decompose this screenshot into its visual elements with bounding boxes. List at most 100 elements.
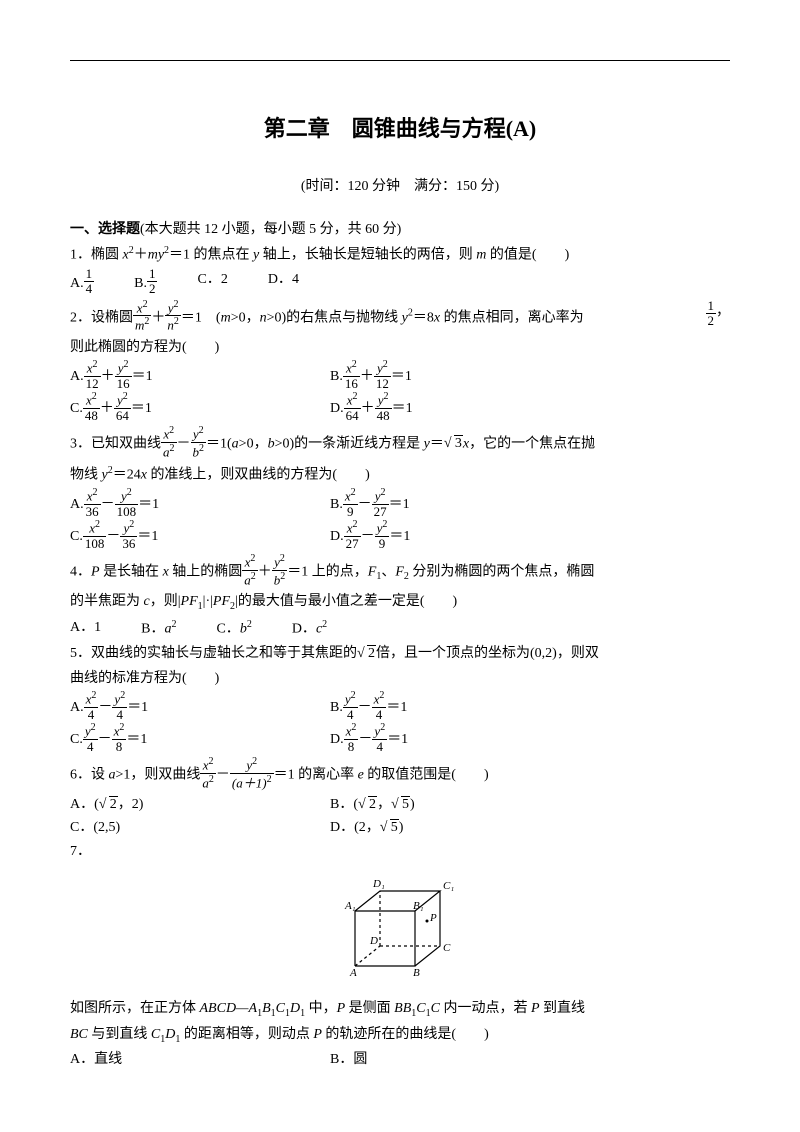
q5b-m: － [358, 700, 372, 715]
q1-t4: 的值是( [486, 248, 536, 263]
q6-d2s: 2 [267, 774, 272, 785]
q3d-m: － [361, 530, 375, 545]
q6d-l: D． [330, 820, 354, 835]
q6-f1n: x2 [200, 756, 216, 774]
q4-pf2: PF [213, 594, 230, 609]
q4-f2d: b2 [272, 571, 288, 588]
q4-stem-row1: 4．P 是长轴在 x 轴上的椭圆x2a2＋y2b2＝1 上的点，F1、F2 分别… [70, 555, 730, 589]
q7-1d: 内一动点，若 [440, 1001, 531, 1016]
q3-opt-b: B.x29－y227＝1 [330, 489, 590, 521]
q4-ys: 2 [280, 553, 285, 564]
q3d-f1: x227 [344, 519, 361, 551]
q5b-l: B. [330, 700, 343, 715]
q3-stem-row2: 物线 y2＝24x 的准线上，则双曲线的方程为( ) [70, 463, 730, 487]
q7a-v: 直线 [94, 1052, 122, 1067]
q3-num: 3． [70, 436, 91, 451]
q2-b-f1: x216 [343, 359, 360, 391]
q4-das: 2 [251, 571, 256, 582]
q3b-l: B. [330, 498, 343, 513]
q5b-f2: x24 [372, 690, 387, 722]
q5a-d1: 4 [84, 708, 99, 722]
q1-plus: ＋ [134, 248, 148, 263]
q2-b-f1n: x2 [343, 359, 360, 377]
cube-icon: A B C D A₁ B₁ C₁ D₁ P [325, 871, 475, 981]
q5c-n2: x2 [112, 722, 127, 740]
q6-b: >1，则双曲线 [116, 767, 201, 782]
lbl-D1: D₁ [372, 878, 385, 890]
q4d-l: D． [292, 622, 316, 637]
q6a-s: 2 [99, 794, 118, 816]
q2-d-t: ＝1 [392, 401, 413, 416]
q7-2c: 的距离相等，则动点 [180, 1027, 313, 1042]
q6-f2: y2(a＋1)2 [230, 756, 274, 790]
q4c-s: 2 [247, 619, 252, 630]
q2-a-d2: 16 [115, 377, 132, 391]
q3c-d1: 108 [83, 537, 107, 551]
q5a-l: A. [70, 700, 84, 715]
q3a-xs: 2 [93, 487, 98, 498]
q2-hd: 2 [706, 314, 717, 328]
q2-f2d: n2 [165, 316, 181, 333]
q6-stem: 6．设 a>1，则双曲线x2a2－y2(a＋1)2＝1 的离心率 e 的取值范围… [70, 758, 730, 792]
q2-a-f1: x212 [84, 359, 101, 391]
q2-half: 12 [706, 299, 717, 329]
q3-a: 已知双曲线 [91, 436, 161, 451]
q6c-v: (2,5) [93, 820, 120, 835]
q1-b-den: 2 [147, 282, 158, 296]
q2-d-l: D. [330, 401, 344, 416]
q1-c-label: C． [197, 272, 220, 287]
q6a-p2: ，2) [118, 797, 144, 812]
q5c-f2: x28 [112, 722, 127, 754]
q7-c1d1d: D [165, 1027, 175, 1042]
q4-c: ＝1 上的点， [287, 565, 368, 580]
q3-g2: >0)的一条渐近线方程是 [275, 436, 424, 451]
q1-opt-b: B.12 [134, 269, 157, 299]
q2-f2n: y2 [165, 299, 181, 317]
section-1-heading: 一、选择题(本大题共 12 小题，每小题 5 分，共 60 分) [70, 219, 730, 241]
q5c-d2: 8 [112, 740, 127, 754]
lbl-B1: B₁ [413, 900, 424, 912]
q3c-m: － [106, 530, 120, 545]
q4-p: P [91, 565, 100, 580]
q1-t5: ) [565, 248, 570, 263]
q5d-t: ＝1 [387, 732, 408, 747]
q5a-m: － [98, 700, 112, 715]
q2-f1: x2m2 [133, 299, 151, 333]
sec1-note: (本大题共 12 小题，每小题 5 分，共 60 分) [140, 222, 401, 237]
q3a-t: ＝1 [138, 498, 159, 513]
q2-c-f2n: y2 [114, 391, 131, 409]
q2-opt-c: C.x248＋y264＝1 [70, 393, 330, 425]
q6-a: 设 [91, 767, 109, 782]
q2-f1d: m2 [133, 316, 151, 333]
q2-a-f1n: x2 [84, 359, 101, 377]
q1-num: 1． [70, 248, 91, 263]
q5d-d2: 4 [372, 740, 387, 754]
q7-2b: 与到直线 [91, 1027, 151, 1042]
q1-a-label: A. [70, 276, 84, 291]
q4-f2n: y2 [272, 553, 288, 571]
q5c-d1: 4 [83, 740, 98, 754]
q4-dbs: 2 [280, 571, 285, 582]
q2-comma: ， [716, 301, 730, 323]
q3-24: ＝24 [113, 468, 141, 483]
q2-c-ys: 2 [123, 391, 128, 402]
q4-l2a: 的半焦距为 [70, 594, 144, 609]
q5-opt-b: B.y24－x24＝1 [330, 692, 590, 724]
q6a-r: 2 [109, 796, 118, 812]
q5-opt-d: D.x28－y24＝1 [330, 724, 590, 756]
q3a-d1: 36 [84, 505, 101, 519]
q3-eq: ＝ [430, 436, 444, 451]
q3d-l: D. [330, 530, 344, 545]
q4-sep: 、 [381, 565, 395, 580]
q5d-xs: 2 [351, 722, 356, 733]
q1-d-label: D． [268, 272, 292, 287]
q5-sqrt2: 2 [357, 643, 376, 665]
q5c-n1: y2 [83, 722, 98, 740]
q2-b-f2n: y2 [374, 359, 391, 377]
q6-opt-a: A．(2，2) [70, 794, 330, 816]
q5-stem-row1: 5．双曲线的实轴长与虚轴长之和等于其焦距的2倍，且一个顶点的坐标为(0,2)，则… [70, 643, 730, 665]
q2-b-d1: 16 [343, 377, 360, 391]
q7-figure: A B C D A₁ B₁ C₁ D₁ P [70, 871, 730, 989]
q3-g1: >0， [239, 436, 268, 451]
q1-c-val: 2 [221, 272, 228, 287]
